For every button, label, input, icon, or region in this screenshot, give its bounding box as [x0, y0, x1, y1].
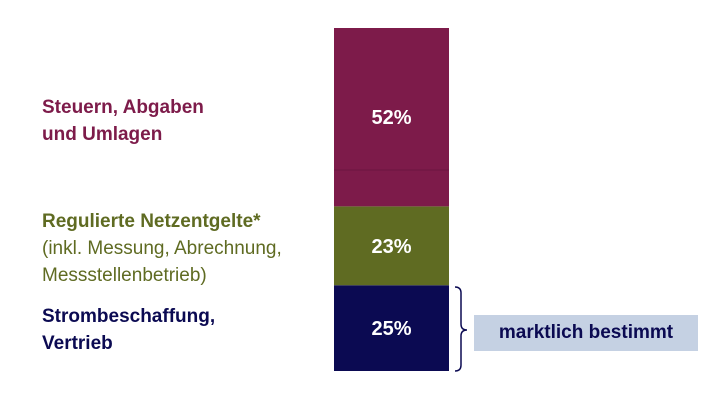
market-annotation-box: marktlich bestimmt	[474, 315, 698, 351]
label-strombeschaffung: Strombeschaffung, Vertrieb	[42, 303, 215, 357]
bar-segment-label-1: 23%	[371, 236, 411, 258]
market-bracket-icon	[454, 286, 468, 372]
label-strom-line2: Vertrieb	[42, 333, 113, 354]
bar-segment-label-2: 52%	[371, 107, 411, 129]
label-steuern: Steuern, Abgaben und Umlagen	[42, 94, 204, 148]
bar-segment-2	[334, 28, 449, 207]
bar-segment-0	[334, 285, 449, 371]
label-netzentgelte: Regulierte Netzentgelte* (inkl. Messung,…	[42, 208, 282, 289]
segment-value-labels: 25% 23% 52%	[371, 107, 411, 340]
bar-segments	[334, 28, 449, 371]
bar-segment-1	[334, 206, 449, 286]
label-steuern-line1: Steuern, Abgaben	[42, 97, 204, 118]
label-netz-line2: (inkl. Messung, Abrechnung,	[42, 238, 282, 259]
market-annotation-text: marktlich bestimmt	[498, 322, 674, 343]
label-netz-line1: Regulierte Netzentgelte*	[42, 211, 261, 232]
label-netz-line3: Messstellenbetrieb)	[42, 265, 207, 286]
label-strom-line1: Strombeschaffung,	[42, 306, 216, 327]
label-steuern-line2: und Umlagen	[42, 124, 163, 145]
bar-segment-label-0: 25%	[371, 318, 411, 340]
